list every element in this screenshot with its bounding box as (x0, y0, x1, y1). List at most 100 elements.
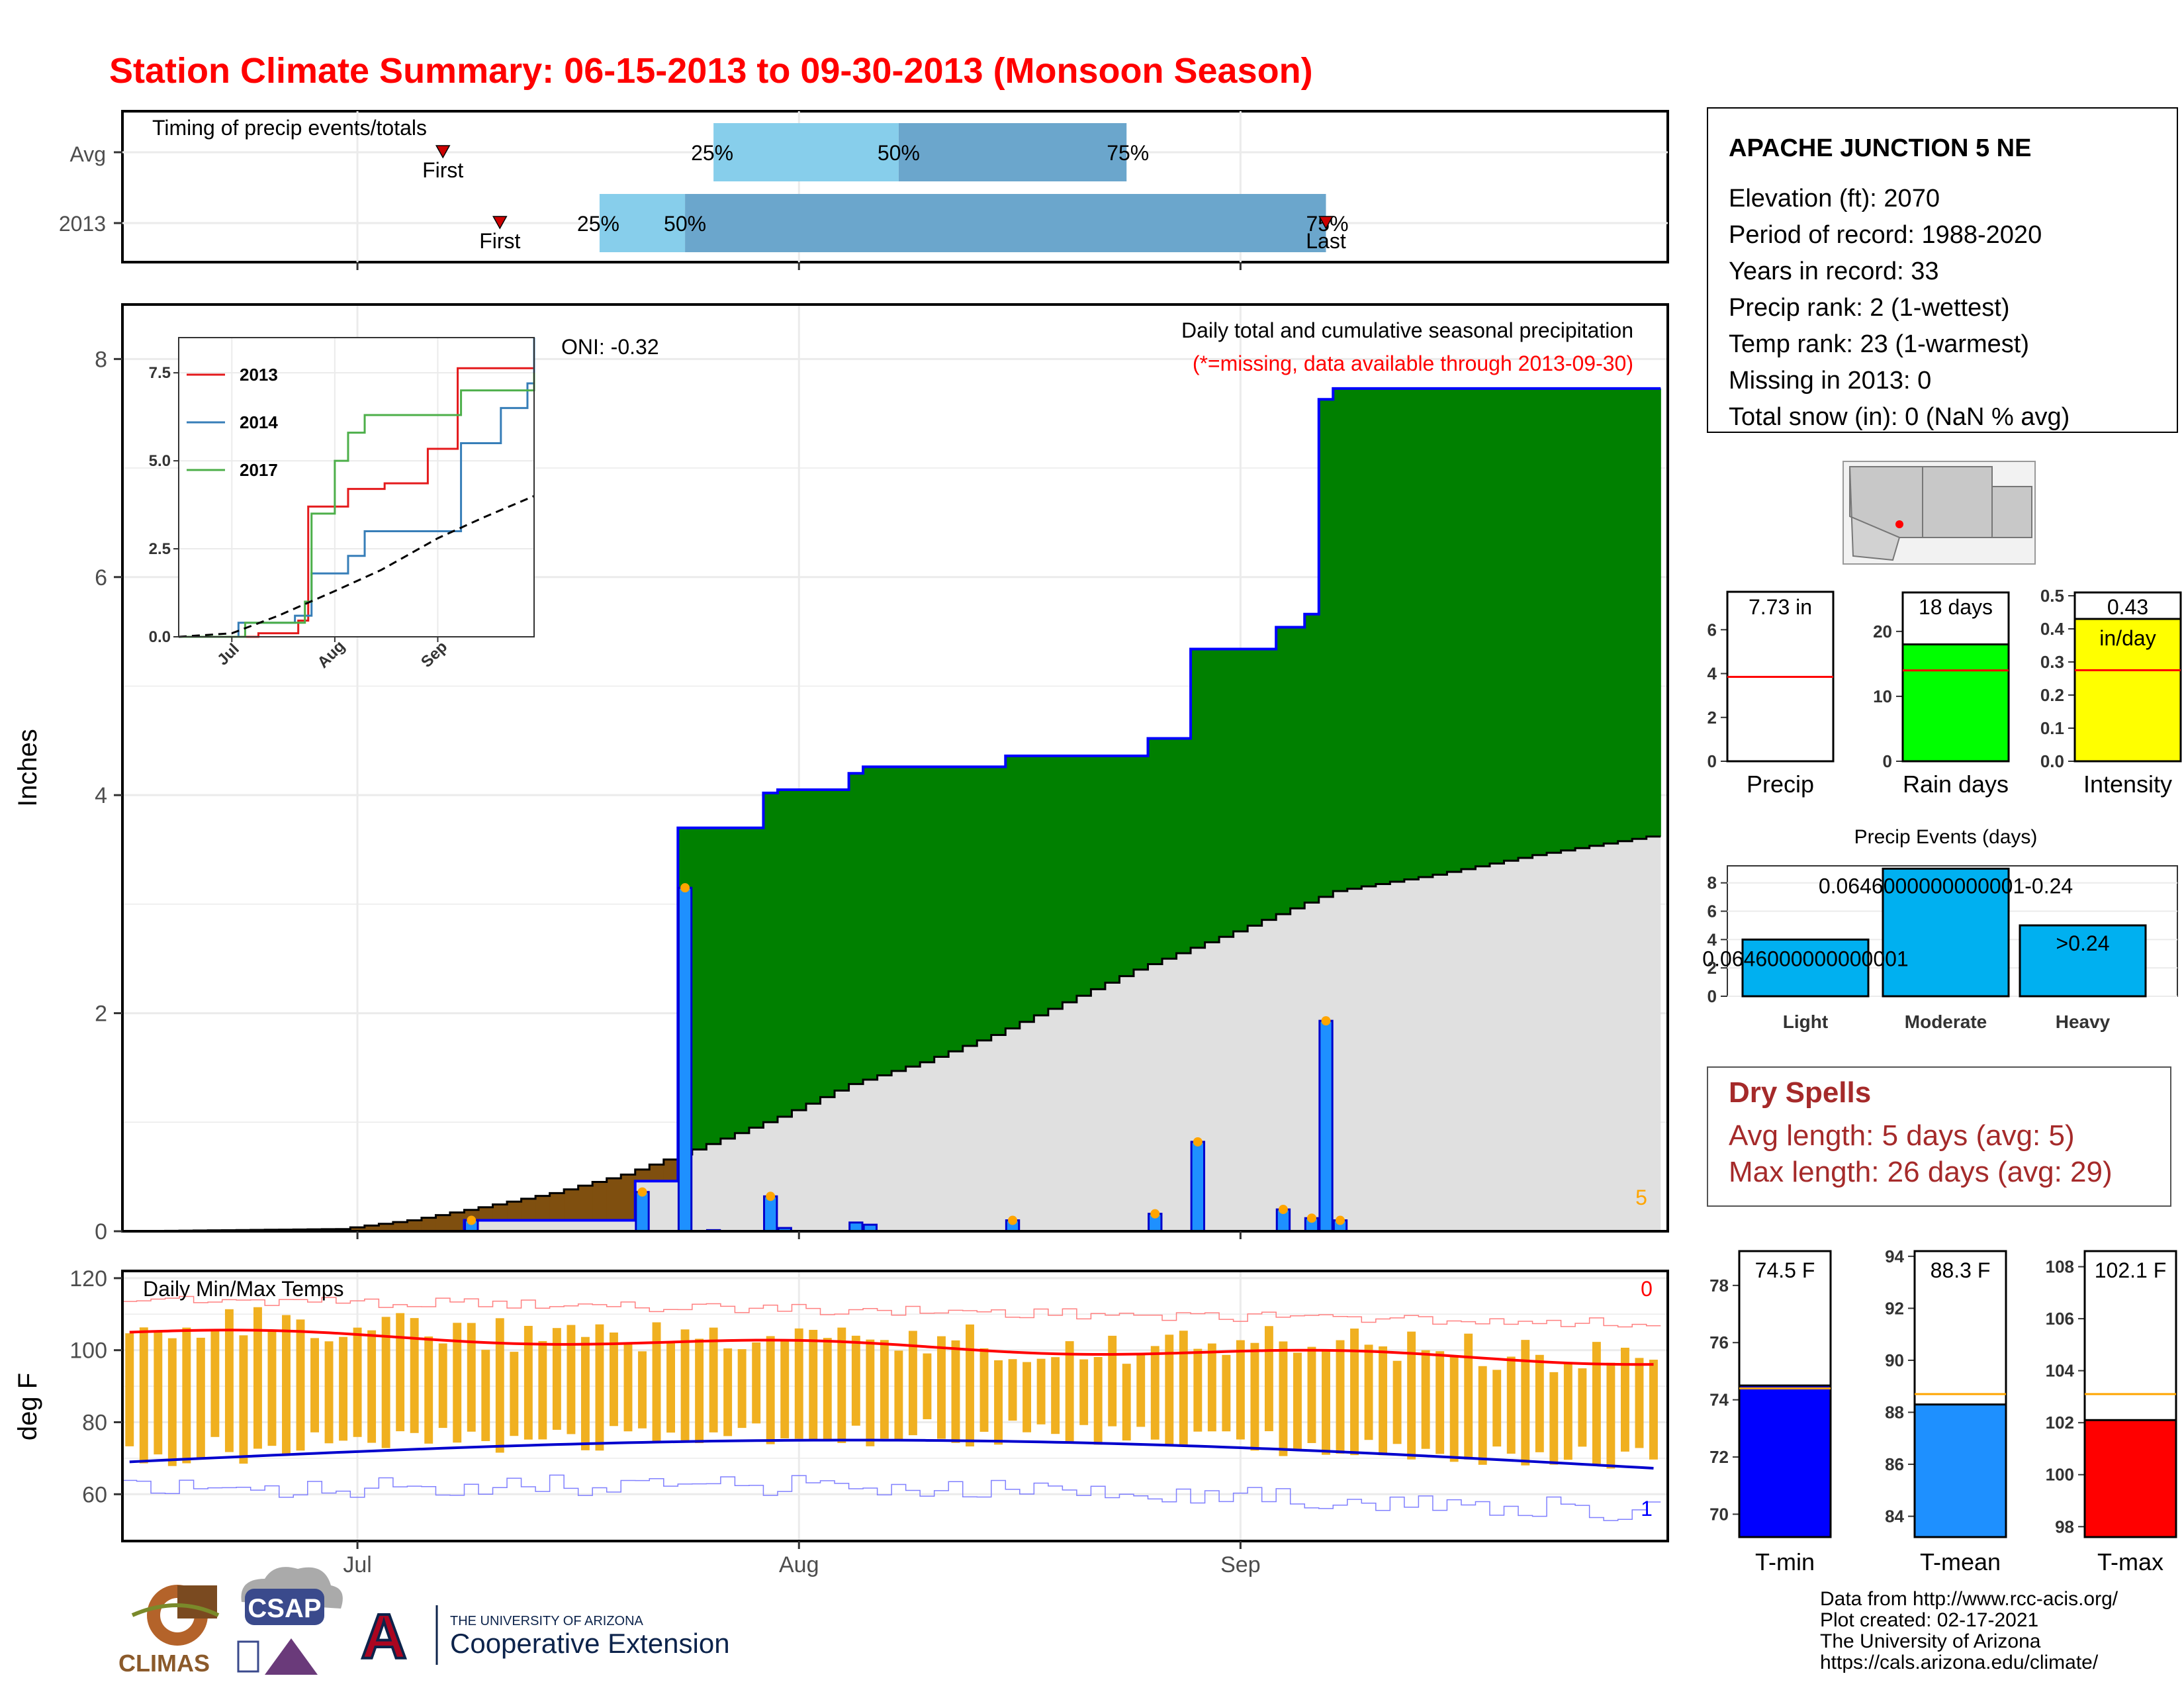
daily-temp-range-bar (766, 1336, 775, 1444)
daily-temp-range-bar (1236, 1340, 1245, 1440)
below-avg-fill (392, 1222, 408, 1231)
above-avg-fill (1191, 649, 1206, 948)
above-avg-fill (1219, 649, 1234, 937)
above-avg-fill (1617, 388, 1633, 841)
below-avg-fill (449, 1212, 465, 1231)
inset-average-line (178, 494, 535, 638)
average-cumulative-line (122, 835, 1661, 1233)
legend-label: 2017 (240, 460, 278, 480)
daily-temp-range-bar (125, 1333, 134, 1446)
daily-temp-range-bar (1307, 1346, 1316, 1443)
above-avg-fill (1105, 755, 1120, 983)
daily-temp-range-bar (196, 1337, 205, 1458)
temp-y-tick-label: 88 (1885, 1402, 1904, 1422)
above-avg-fill (948, 767, 964, 1052)
y-tick-label: 0 (95, 1219, 107, 1244)
temp-y-tick-label: 98 (2055, 1517, 2074, 1536)
oni-value: ONI: -0.32 (561, 335, 659, 359)
event-y-tick-label: 0 (1707, 986, 1717, 1006)
event-y-tick-label: 2 (1707, 958, 1717, 978)
climas-logo: CLIMAS (118, 1585, 220, 1677)
summary-y-tick-label: 0 (1707, 751, 1717, 771)
ua-letter: A (361, 1601, 406, 1672)
daily-temp-range-bar (1065, 1341, 1074, 1442)
temp-y-tick-label: 100 (2046, 1465, 2074, 1485)
daily-precip-bar (1190, 1141, 1206, 1233)
daily-temp-range-bar (481, 1350, 490, 1442)
daily-temp-range-bar (951, 1340, 960, 1443)
daily-temp-range-bar (1150, 1346, 1160, 1440)
daily-temp-range-bar (623, 1343, 633, 1432)
below-avg-fill (606, 1178, 621, 1221)
above-avg-fill (1646, 388, 1661, 837)
inset-y-tick-label: 5.0 (149, 452, 171, 470)
location-map (1843, 461, 2036, 565)
above-avg-fill (1347, 388, 1362, 889)
x-tick-label: Sep (1220, 1552, 1261, 1577)
summary-y-tick-label: 0.4 (2040, 619, 2065, 639)
station-location-dot (1895, 520, 1903, 528)
event-y-tick-label: 6 (1707, 902, 1717, 921)
daily-temp-range-bar (794, 1328, 803, 1439)
daily-precip-marker (637, 1187, 647, 1197)
daily-temp-range-bar (139, 1327, 148, 1464)
daily-temp-range-bar (752, 1342, 761, 1424)
precip-panel: 0 2 4 6 8 Daily total and cumulative seasona… (13, 303, 1669, 1244)
daily-temp-range-bar (737, 1349, 747, 1429)
summary-y-tick-label: 10 (1873, 686, 1892, 706)
above-avg-fill (977, 767, 992, 1041)
below-avg-fill (379, 1223, 394, 1231)
daily-temp-range-bar (367, 1330, 377, 1443)
daily-precip-bar (677, 886, 693, 1233)
temp-y-tick-label: 70 (1709, 1504, 1729, 1524)
last-label: Last (1306, 229, 1346, 253)
ua-line2: Cooperative Extension (450, 1628, 730, 1659)
temp-x-label: T-max (2097, 1548, 2163, 1575)
daily-temp-range-bar (239, 1335, 248, 1464)
below-avg-fill (592, 1182, 608, 1221)
daily-temp-range-bar (595, 1324, 604, 1451)
above-avg-fill (692, 827, 707, 1150)
temp-y-tick-label: 102 (2046, 1413, 2074, 1432)
avg-max-line (129, 1329, 1654, 1366)
summary-x-label: Intensity (2083, 771, 2172, 798)
above-avg-fill (1248, 649, 1263, 926)
summary-value-label: 18 days (1919, 595, 1993, 619)
timing-row-avg: Avg (69, 142, 106, 166)
station-name: APACHE JUNCTION 5 NE (1729, 134, 2031, 162)
daily-temp-range-bar (851, 1335, 860, 1426)
above-avg-fill (934, 767, 949, 1057)
daily-temp-range-bar (1492, 1370, 1502, 1447)
daily-temp-range-bar (296, 1319, 305, 1451)
station-period: Period of record: 1988-2020 (1729, 221, 2042, 249)
summary-bar (2073, 618, 2182, 763)
temp-y-tick-label: 74 (1709, 1390, 1729, 1410)
daily-temp-range-bar (1165, 1335, 1174, 1446)
above-avg-fill (749, 827, 764, 1128)
daily-temp-range-bar (353, 1327, 362, 1437)
above-avg-fill (1475, 388, 1490, 867)
iqr-bar-upper (898, 123, 1127, 181)
daily-precip-marker (1306, 1213, 1316, 1223)
daily-precip-marker (1321, 1016, 1331, 1026)
daily-temp-range-bar (1449, 1356, 1459, 1462)
summary-y-tick-label: 0.0 (2040, 751, 2064, 771)
daily-temp-range-bar (453, 1323, 462, 1443)
dry-spells-avg: Avg length: 5 days (avg: 5) (1729, 1119, 2075, 1152)
above-avg-fill (863, 767, 878, 1080)
daily-temp-range-bar (994, 1360, 1003, 1445)
ua-logo: A THE UNIVERSITY OF ARIZONA Cooperative … (359, 1600, 730, 1673)
below-avg-fill (535, 1196, 551, 1221)
daily-temp-range-bar (1549, 1372, 1559, 1465)
event-bar (2019, 924, 2147, 998)
above-avg-fill (1233, 649, 1248, 932)
event-label: >0.24 (2056, 931, 2110, 955)
above-avg-fill (1404, 388, 1419, 880)
summary-y-tick-label: 0.2 (2040, 685, 2064, 705)
above-avg-fill (991, 767, 1006, 1035)
daily-temp-range-bar (467, 1323, 476, 1432)
y-tick-label: 8 (95, 347, 107, 372)
above-avg-fill (1062, 755, 1077, 1003)
daily-temp-range-bar (1649, 1360, 1658, 1460)
